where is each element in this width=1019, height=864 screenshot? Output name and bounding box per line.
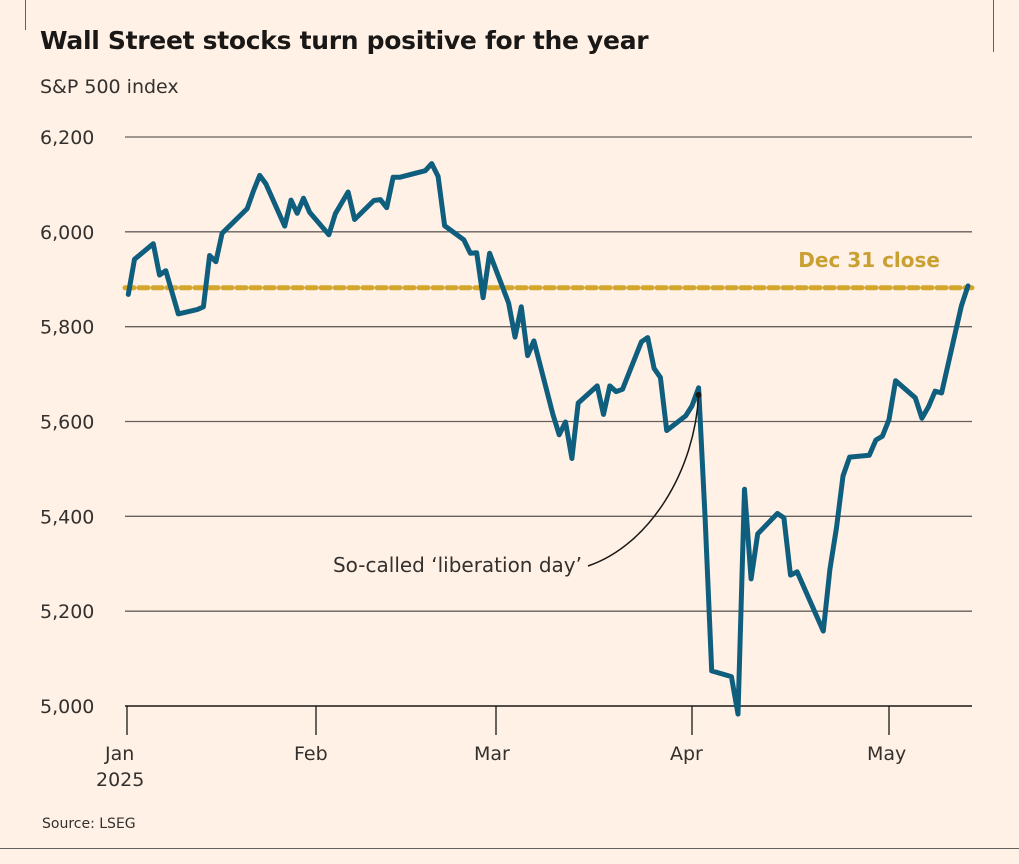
y-tick-label: 5,400 (40, 506, 94, 528)
annotation-leader (587, 394, 700, 567)
chart-subtitle: S&P 500 index (40, 76, 179, 98)
x-tick-sublabel: 2025 (96, 769, 144, 791)
x-tick-label: May (867, 743, 906, 765)
x-tick-label: Apr (670, 743, 703, 765)
frame-right (993, 0, 994, 52)
annotation-dot (695, 391, 702, 398)
y-tick-label: 6,200 (40, 127, 94, 149)
source-note: Source: LSEG (42, 816, 136, 832)
series-line (125, 161, 971, 717)
y-tick-label: 5,200 (40, 601, 94, 623)
frame-bottom (0, 848, 1019, 849)
y-tick-label: 5,000 (40, 696, 94, 718)
y-tick-label: 5,600 (40, 412, 94, 434)
y-tick-label: 6,000 (40, 222, 94, 244)
y-tick-label: 5,800 (40, 317, 94, 339)
x-tick-label: Mar (474, 743, 510, 765)
frame-left (25, 0, 26, 30)
chart-title: Wall Street stocks turn positive for the… (40, 26, 649, 55)
x-tick-label: Feb (294, 743, 328, 765)
annotation-label: So-called ‘liberation day’ (333, 553, 582, 577)
reference-line-label: Dec 31 close (798, 248, 940, 272)
x-tick-label: Jan (104, 743, 134, 765)
